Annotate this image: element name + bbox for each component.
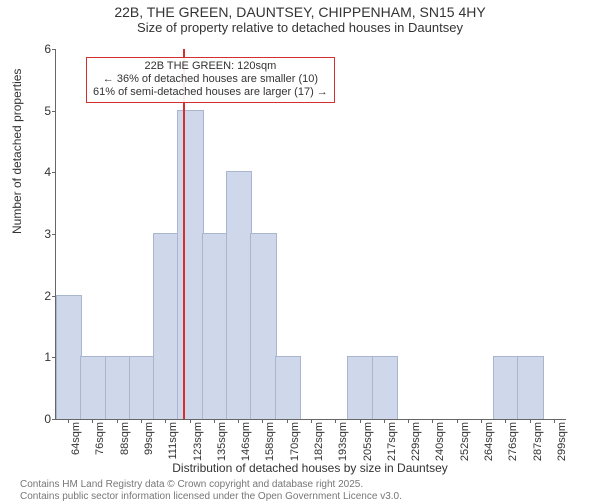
x-tick-mark: [117, 419, 118, 423]
x-tick-label: 252sqm: [459, 422, 471, 462]
x-tick-label: 276sqm: [507, 422, 519, 462]
annotation-line1: 22B THE GREEN: 120sqm: [93, 60, 328, 73]
x-tick-mark: [238, 419, 239, 423]
y-tick-label: 3: [26, 227, 51, 241]
histogram-bar: [347, 356, 373, 419]
annotation-line2: ← 36% of detached houses are smaller (10…: [93, 73, 328, 86]
histogram-bar: [153, 233, 179, 419]
y-axis-label: Number of detached properties: [10, 69, 24, 234]
x-tick-label: 170sqm: [289, 422, 301, 462]
x-tick-label: 287sqm: [532, 422, 544, 462]
x-tick-mark: [554, 419, 555, 423]
histogram-bar: [275, 356, 301, 419]
y-tick-label: 0: [26, 412, 51, 426]
x-tick-mark: [141, 419, 142, 423]
y-tick-label: 6: [26, 42, 51, 56]
x-tick-mark: [190, 419, 191, 423]
x-tick-mark: [360, 419, 361, 423]
histogram-bar: [250, 233, 276, 419]
x-tick-label: 64sqm: [70, 422, 82, 462]
x-tick-mark: [68, 419, 69, 423]
y-tick-mark: [52, 234, 56, 235]
x-tick-label: 217sqm: [386, 422, 398, 462]
chart-subtitle: Size of property relative to detached ho…: [0, 20, 600, 35]
x-tick-label: 99sqm: [143, 422, 155, 462]
y-tick-mark: [52, 419, 56, 420]
y-tick-mark: [52, 49, 56, 50]
x-tick-label: 240sqm: [434, 422, 446, 462]
x-tick-label: 123sqm: [192, 422, 204, 462]
y-tick-mark: [52, 172, 56, 173]
footer: Contains HM Land Registry data © Crown c…: [20, 479, 402, 502]
y-tick-label: 2: [26, 289, 51, 303]
x-tick-label: 76sqm: [94, 422, 106, 462]
histogram-bar: [517, 356, 543, 419]
chart-container: 22B, THE GREEN, DAUNTSEY, CHIPPENHAM, SN…: [0, 4, 600, 504]
histogram-bar: [105, 356, 131, 419]
chart-title: 22B, THE GREEN, DAUNTSEY, CHIPPENHAM, SN…: [0, 4, 600, 20]
x-tick-mark: [287, 419, 288, 423]
x-tick-label: 88sqm: [119, 422, 131, 462]
annotation-line3: 61% of semi-detached houses are larger (…: [93, 86, 328, 99]
reference-line: [183, 49, 185, 419]
x-tick-mark: [384, 419, 385, 423]
x-tick-label: 146sqm: [240, 422, 252, 462]
annotation-box: 22B THE GREEN: 120sqm← 36% of detached h…: [86, 57, 335, 103]
x-tick-label: 111sqm: [167, 422, 179, 462]
x-axis-label: Distribution of detached houses by size …: [55, 461, 565, 475]
histogram-bar: [493, 356, 519, 419]
y-tick-label: 4: [26, 165, 51, 179]
x-tick-label: 264sqm: [483, 422, 495, 462]
histogram-bar: [226, 171, 252, 419]
x-tick-mark: [311, 419, 312, 423]
x-tick-mark: [457, 419, 458, 423]
x-tick-label: 135sqm: [216, 422, 228, 462]
x-tick-mark: [214, 419, 215, 423]
y-tick-label: 5: [26, 104, 51, 118]
x-tick-mark: [530, 419, 531, 423]
histogram-bar: [372, 356, 398, 419]
histogram-bar: [177, 110, 203, 419]
footer-line2: Contains public sector information licen…: [20, 491, 402, 503]
histogram-bar: [202, 233, 228, 419]
plot-area: 012345664sqm76sqm88sqm99sqm111sqm123sqm1…: [55, 49, 566, 420]
x-tick-label: 182sqm: [313, 422, 325, 462]
y-tick-mark: [52, 111, 56, 112]
histogram-bar: [80, 356, 106, 419]
histogram-bar: [56, 295, 82, 419]
x-tick-label: 158sqm: [264, 422, 276, 462]
y-tick-label: 1: [26, 350, 51, 364]
x-tick-label: 299sqm: [556, 422, 568, 462]
histogram-bar: [129, 356, 155, 419]
footer-line1: Contains HM Land Registry data © Crown c…: [20, 479, 402, 491]
x-tick-label: 193sqm: [337, 422, 349, 462]
x-tick-label: 205sqm: [362, 422, 374, 462]
x-tick-label: 229sqm: [410, 422, 422, 462]
x-tick-mark: [408, 419, 409, 423]
x-tick-mark: [481, 419, 482, 423]
